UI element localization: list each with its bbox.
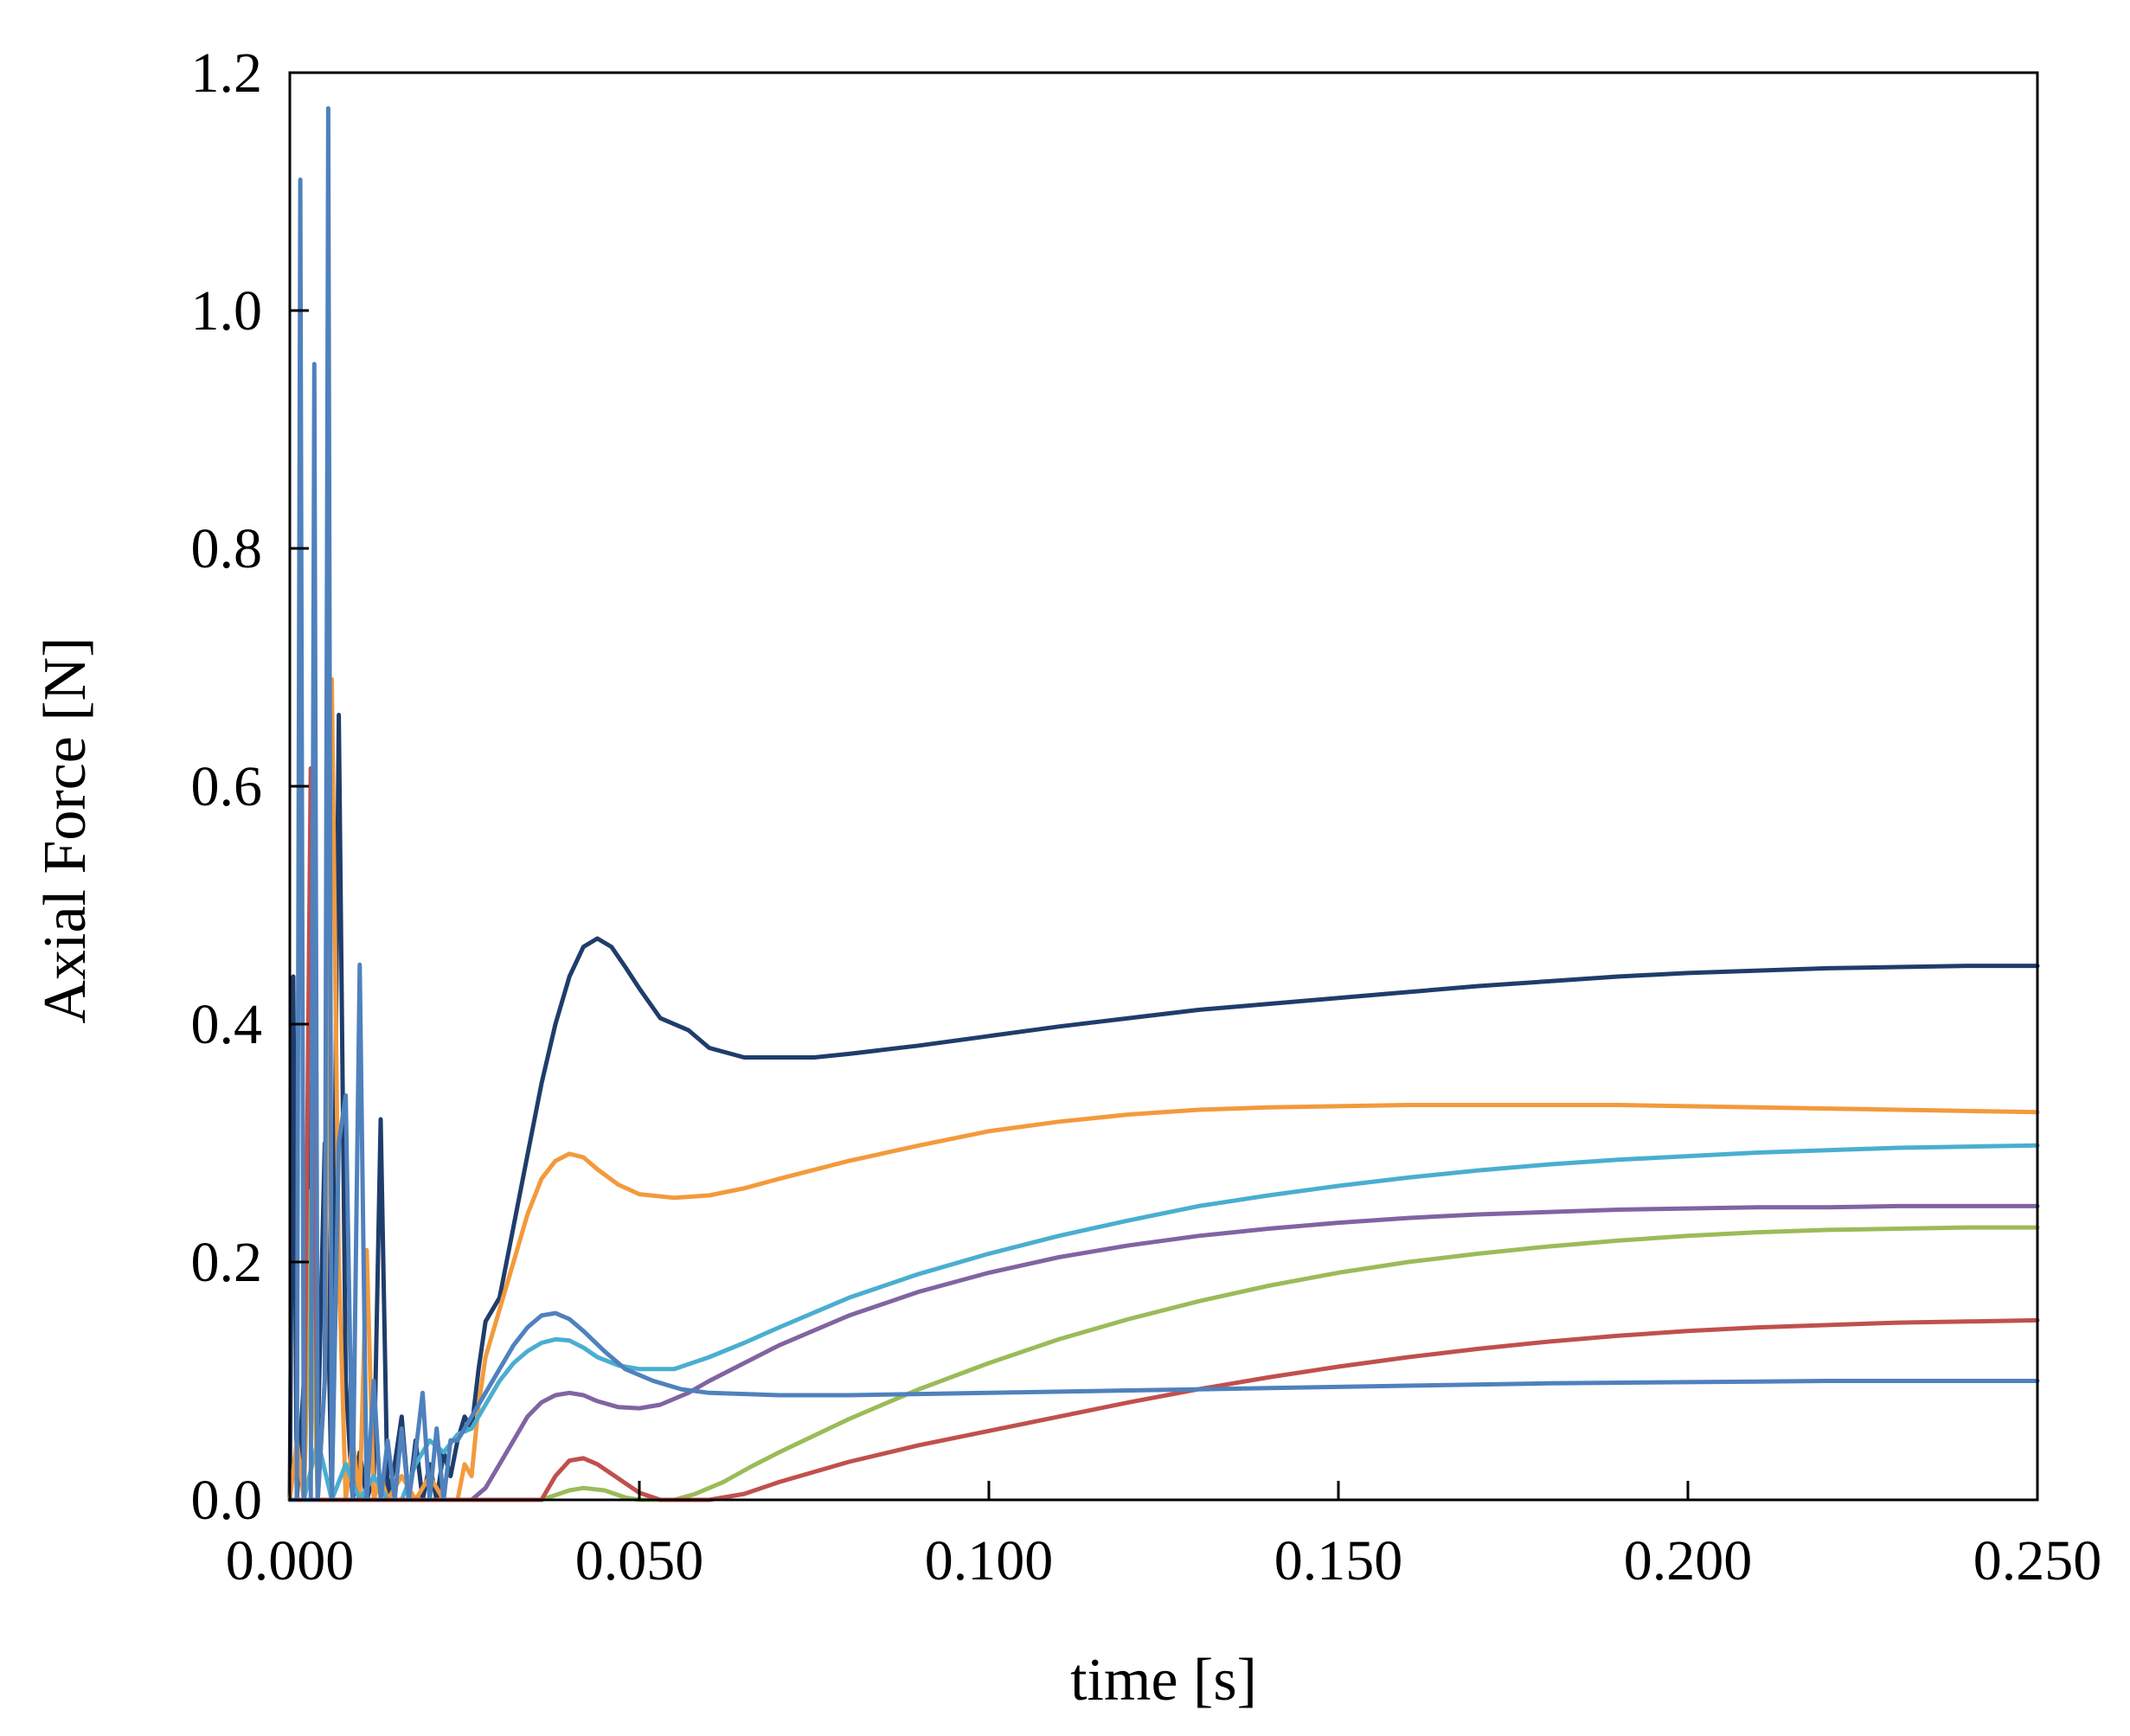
x-tick-label: 0.000: [226, 1529, 355, 1592]
series-line-7: [287, 106, 2040, 1502]
series-line-3: [287, 1143, 2040, 1502]
axis-layer: 0.000 0.050 0.100 0.150 0.200 0.250 0.0 0.2 0.4 0…: [191, 42, 2102, 1592]
y-tick-label: 0.4: [191, 993, 263, 1056]
x-tick-label: 0.250: [1973, 1529, 2102, 1592]
plot-area-frame: [288, 71, 2039, 1502]
y-tick-label: 0.0: [191, 1469, 263, 1532]
y-tick-label: 1.2: [191, 42, 263, 105]
series-line-2: [287, 676, 2040, 1502]
y-tick-label: 0.6: [191, 755, 263, 818]
x-tick-label: 0.100: [925, 1529, 1054, 1592]
y-tick-label: 0.8: [191, 517, 263, 580]
series-line-6: [287, 766, 2040, 1502]
y-axis-title: Axial Force [N]: [32, 637, 99, 1023]
x-tick-label: 0.200: [1624, 1529, 1753, 1592]
series-layer: [287, 106, 2040, 1502]
y-tick-label: 0.2: [191, 1231, 263, 1294]
y-tick-label: 1.0: [191, 279, 263, 343]
x-axis-title: time [s]: [1070, 1647, 1257, 1714]
series-line-5: [287, 1188, 2040, 1502]
x-tick-label: 0.150: [1274, 1529, 1403, 1592]
series-line-4: [287, 1203, 2040, 1502]
x-tick-label: 0.050: [575, 1529, 704, 1592]
